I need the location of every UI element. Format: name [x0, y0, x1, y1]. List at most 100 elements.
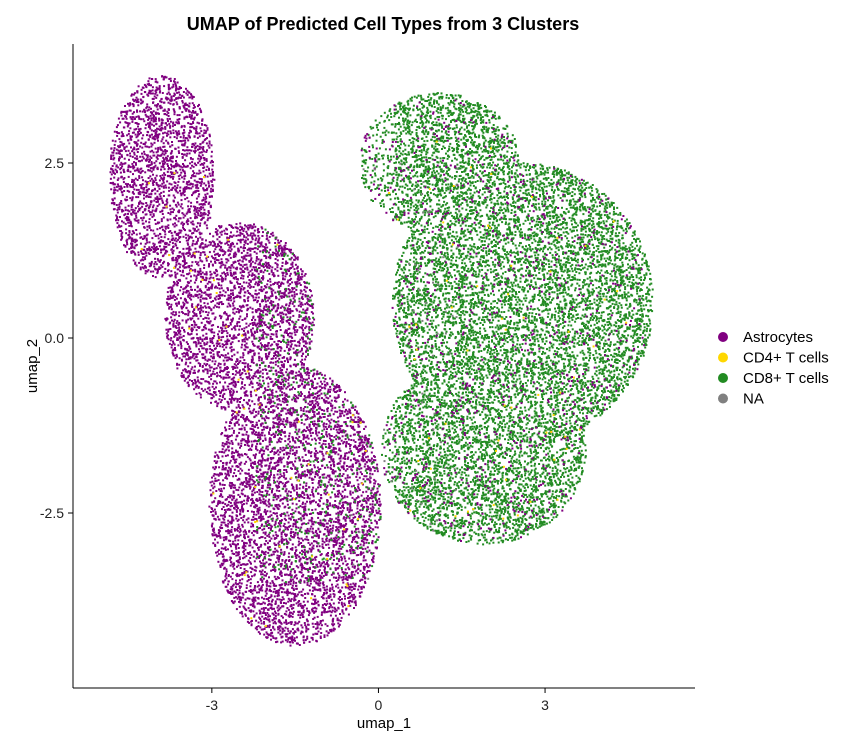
point-astrocytes	[353, 551, 356, 554]
point-astrocytes	[280, 438, 283, 441]
point-astrocytes	[304, 281, 306, 284]
point-astrocytes	[221, 230, 224, 233]
point-astrocytes	[268, 624, 271, 627]
point-astrocytes	[137, 131, 140, 133]
point-astrocytes	[264, 438, 267, 441]
point-astrocytes	[249, 486, 252, 489]
point-astrocytes	[212, 474, 215, 477]
point-astrocytes	[148, 265, 151, 268]
point-astrocytes	[209, 205, 212, 208]
point-astrocytes	[178, 177, 181, 180]
point-astrocytes	[286, 346, 288, 349]
point-astrocytes	[207, 387, 209, 390]
point-astrocytes	[197, 237, 199, 240]
point-astrocytes	[242, 257, 245, 260]
point-astrocytes	[200, 289, 202, 292]
point-astrocytes	[340, 576, 343, 579]
point-astrocytes	[287, 638, 290, 641]
point-astrocytes	[150, 177, 153, 180]
point-astrocytes	[265, 447, 268, 450]
point-astrocytes	[292, 582, 295, 585]
point-astrocytes	[310, 542, 313, 545]
point-astrocytes	[202, 334, 205, 337]
point-astrocytes	[293, 519, 295, 522]
point-astrocytes	[322, 442, 325, 445]
point-astrocytes	[119, 188, 122, 191]
point-astrocytes	[280, 283, 282, 286]
point-astrocytes	[363, 458, 366, 461]
point-astrocytes	[167, 130, 170, 133]
point-astrocytes	[247, 352, 250, 355]
point-astrocytes	[300, 542, 303, 544]
point-astrocytes	[116, 179, 119, 181]
point-astrocytes	[339, 493, 342, 496]
point-astrocytes	[248, 544, 251, 547]
point-astrocytes	[235, 253, 238, 256]
point-astrocytes	[217, 457, 220, 459]
point-astrocytes	[223, 397, 226, 400]
point-astrocytes	[248, 597, 251, 600]
point-astrocytes	[336, 423, 339, 426]
point-astrocytes	[253, 408, 256, 411]
point-astrocytes	[241, 356, 244, 359]
point-astrocytes	[327, 610, 330, 613]
point-astrocytes	[229, 422, 232, 424]
point-astrocytes	[291, 310, 294, 313]
point-astrocytes	[226, 335, 228, 338]
point-astrocytes	[233, 563, 236, 566]
point-astrocytes	[211, 185, 214, 188]
point-astrocytes	[299, 284, 302, 286]
point-astrocytes	[349, 490, 352, 493]
point-astrocytes	[252, 361, 255, 364]
point-astrocytes	[289, 311, 292, 314]
point-astrocytes	[349, 492, 352, 495]
point-astrocytes	[291, 637, 294, 639]
point-astrocytes	[152, 204, 155, 207]
point-astrocytes	[170, 160, 173, 163]
point-astrocytes	[295, 344, 298, 347]
point-astrocytes	[264, 594, 267, 597]
point-astrocytes	[308, 396, 311, 399]
point-astrocytes	[222, 553, 224, 556]
point-astrocytes	[142, 188, 145, 191]
point-astrocytes	[267, 393, 269, 396]
point-astrocytes	[370, 451, 373, 454]
point-astrocytes	[299, 276, 302, 279]
point-astrocytes	[172, 340, 174, 343]
point-astrocytes	[198, 181, 201, 184]
point-astrocytes	[185, 307, 188, 310]
point-astrocytes	[339, 460, 342, 463]
point-astrocytes	[365, 501, 368, 504]
point-astrocytes	[116, 171, 118, 174]
point-astrocytes	[213, 460, 216, 463]
point-astrocytes	[342, 535, 345, 538]
point-astrocytes	[203, 273, 206, 276]
point-astrocytes	[339, 542, 342, 545]
point-astrocytes	[369, 476, 372, 479]
point-astrocytes	[270, 569, 273, 572]
point-astrocytes	[158, 154, 161, 157]
point-astrocytes	[255, 257, 258, 260]
point-astrocytes	[233, 468, 236, 471]
point-astrocytes	[186, 223, 189, 226]
point-astrocytes	[190, 201, 193, 204]
point-astrocytes	[198, 103, 200, 106]
point-astrocytes	[337, 619, 340, 622]
point-astrocytes	[175, 84, 177, 87]
point-astrocytes	[249, 578, 252, 581]
point-astrocytes	[156, 190, 159, 193]
point-astrocytes	[228, 592, 231, 594]
point-astrocytes	[252, 602, 255, 605]
point-astrocytes	[337, 607, 340, 610]
point-astrocytes	[305, 309, 308, 312]
point-astrocytes	[374, 480, 377, 483]
point-astrocytes	[288, 371, 291, 374]
point-astrocytes	[303, 506, 306, 509]
point-astrocytes	[260, 536, 263, 539]
point-astrocytes	[345, 413, 348, 416]
point-astrocytes	[264, 553, 267, 556]
point-astrocytes	[194, 288, 196, 291]
point-astrocytes	[332, 553, 335, 556]
point-astrocytes	[336, 617, 339, 620]
point-astrocytes	[305, 301, 308, 304]
